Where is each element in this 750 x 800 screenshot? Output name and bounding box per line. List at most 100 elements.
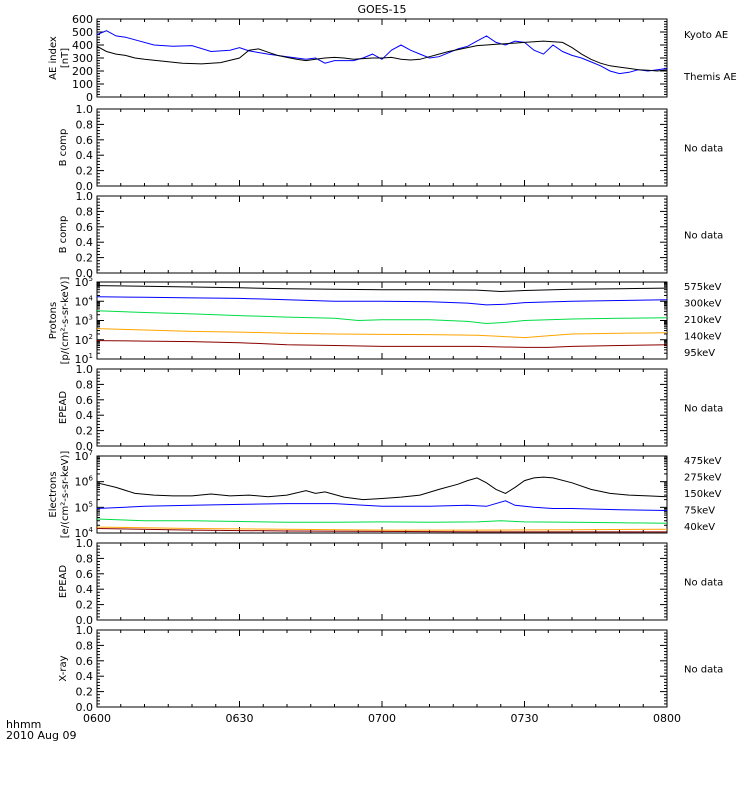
no-data-label: No data bbox=[684, 144, 723, 155]
y-tick-label: 0.0 bbox=[76, 180, 94, 193]
y-axis-label: EPEAD bbox=[58, 391, 69, 425]
y-tick-label: 0.8 bbox=[76, 205, 94, 218]
x-tick-label: 0600 bbox=[83, 712, 111, 725]
series-line bbox=[96, 340, 668, 348]
y-axis-label: EPEAD bbox=[58, 565, 69, 599]
panel-frame bbox=[96, 108, 668, 187]
y-tick-label: 0.8 bbox=[76, 378, 94, 391]
chart-title: GOES-15 bbox=[357, 3, 406, 16]
y-tick-label: 105 bbox=[75, 275, 93, 289]
panel-2: 0.0 0.2 0.4 0.6 0.8 1.0 B comp No data bbox=[58, 103, 723, 193]
y-tick-label: 0.0 bbox=[76, 440, 94, 453]
y-tick-label: 0.8 bbox=[76, 552, 94, 565]
legend-entry: 75keV bbox=[684, 506, 715, 517]
series-line bbox=[96, 310, 668, 325]
y-tick-label: 1.0 bbox=[76, 103, 94, 116]
y-axis-label: [nT] bbox=[60, 48, 71, 68]
y-axis-label: [e/(cm²-s-sr-keV)] bbox=[60, 451, 71, 539]
y-tick-label: 400 bbox=[72, 39, 93, 52]
panel-8: 0.0 0.2 0.4 0.6 0.8 1.0 X-ray No data bbox=[58, 624, 723, 714]
no-data-label: No data bbox=[684, 231, 723, 242]
y-tick-label: 0.8 bbox=[76, 118, 94, 131]
legend-entry: 40keV bbox=[684, 522, 715, 533]
y-tick-label: 0.2 bbox=[76, 252, 94, 265]
series-line bbox=[96, 296, 668, 306]
y-tick-label: 107 bbox=[75, 449, 93, 463]
y-tick-label: 100 bbox=[72, 78, 93, 91]
y-tick-label: 104 bbox=[75, 294, 94, 308]
y-tick-label: 0.6 bbox=[76, 394, 94, 407]
series-line bbox=[96, 30, 668, 75]
y-tick-label: 0.6 bbox=[76, 655, 94, 668]
panel-frame bbox=[96, 542, 668, 621]
x-tick-label: 0800 bbox=[653, 712, 681, 725]
legend-entry: Themis AE bbox=[683, 72, 737, 83]
legend-entry: 475keV bbox=[684, 456, 722, 467]
y-tick-label: 1.0 bbox=[76, 190, 94, 203]
panel-frame bbox=[96, 629, 668, 708]
y-axis-label: B comp bbox=[58, 129, 69, 167]
legend-entry: 210keV bbox=[684, 315, 722, 326]
y-tick-label: 0.2 bbox=[76, 686, 94, 699]
y-tick-label: 101 bbox=[75, 352, 93, 366]
y-tick-label: 0.8 bbox=[76, 639, 94, 652]
y-tick-label: 0.4 bbox=[76, 236, 94, 249]
y-tick-label: 102 bbox=[75, 333, 93, 347]
x-tick-label: 0730 bbox=[511, 712, 539, 725]
y-tick-label: 1.0 bbox=[76, 363, 94, 376]
y-tick-label: 0.2 bbox=[76, 425, 94, 438]
y-tick-label: 0.0 bbox=[76, 267, 94, 280]
panel-frame bbox=[96, 195, 668, 274]
series-line bbox=[96, 40, 668, 72]
y-tick-label: 0.4 bbox=[76, 409, 94, 422]
y-axis-label: Protons bbox=[48, 302, 59, 339]
panel-7: 0.0 0.2 0.4 0.6 0.8 1.0 EPEAD No data bbox=[58, 537, 723, 627]
y-tick-label: 0.0 bbox=[76, 614, 94, 627]
x-tick-label: 0700 bbox=[368, 712, 396, 725]
series-line bbox=[96, 528, 667, 533]
y-tick-label: 1.0 bbox=[76, 537, 94, 550]
no-data-label: No data bbox=[684, 665, 723, 676]
y-tick-label: 103 bbox=[75, 314, 93, 328]
y-axis-label: X-ray bbox=[58, 655, 69, 681]
series-line bbox=[96, 526, 668, 531]
y-tick-label: 300 bbox=[72, 52, 93, 65]
x-tick-label: 0630 bbox=[226, 712, 254, 725]
date-label: 2010 Aug 09 bbox=[6, 729, 76, 742]
panel-5: 0.0 0.2 0.4 0.6 0.8 1.0 EPEAD No data bbox=[58, 363, 723, 453]
legend-entry: 575keV bbox=[684, 282, 722, 293]
y-tick-label: 200 bbox=[72, 65, 93, 78]
series-line bbox=[96, 518, 668, 524]
y-tick-label: 500 bbox=[72, 26, 93, 39]
y-tick-label: 0.4 bbox=[76, 670, 94, 683]
y-tick-label: 0.4 bbox=[76, 149, 94, 162]
y-tick-label: 600 bbox=[72, 13, 93, 26]
legend-entry: 150keV bbox=[684, 489, 722, 500]
panel-frame bbox=[96, 368, 668, 447]
y-axis-label: Electrons bbox=[48, 471, 59, 517]
no-data-label: No data bbox=[684, 404, 723, 415]
y-tick-label: 0.0 bbox=[76, 701, 94, 714]
legend-entry: Kyoto AE bbox=[684, 30, 728, 41]
y-tick-label: 1.0 bbox=[76, 624, 94, 637]
y-tick-label: 0.6 bbox=[76, 221, 94, 234]
legend-entry: 275keV bbox=[684, 473, 722, 484]
y-tick-label: 104 bbox=[75, 526, 94, 540]
legend-entry: 300keV bbox=[684, 299, 722, 310]
y-tick-label: 0.6 bbox=[76, 568, 94, 581]
legend-entry: 140keV bbox=[684, 332, 722, 343]
y-tick-label: 0 bbox=[86, 91, 93, 104]
series-line bbox=[96, 328, 668, 339]
time-label: hhmm bbox=[6, 718, 41, 731]
y-tick-label: 0.2 bbox=[76, 165, 94, 178]
series-line bbox=[96, 500, 668, 511]
series-line bbox=[96, 285, 668, 293]
panel-4: 101 102 103 104 105 Protons [p/(cm²-s-sr-keV)]… bbox=[48, 275, 722, 366]
y-axis-label: [p/(cm²-s-sr-keV)] bbox=[60, 277, 71, 365]
y-tick-label: 105 bbox=[75, 500, 93, 514]
y-axis-label: AE index bbox=[48, 36, 59, 80]
panel-6: 104 105 106 107 Electrons [e/(cm²-s-sr-keV)] 4… bbox=[48, 449, 722, 540]
series-line bbox=[96, 476, 668, 501]
